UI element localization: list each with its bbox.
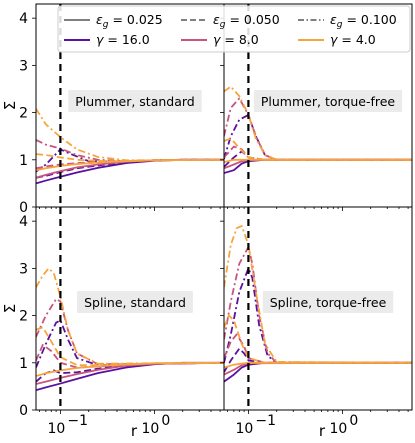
- x-tick-label: 10: [47, 421, 65, 437]
- series-group: [36, 108, 224, 185]
- y-tick-label: 3: [19, 261, 28, 277]
- series-line: [224, 158, 412, 174]
- x-tick-label: 10: [141, 421, 159, 437]
- series-line: [36, 158, 224, 185]
- series-line: [36, 153, 224, 163]
- series-group: [224, 85, 412, 174]
- legend-label: εg = 0.025: [96, 12, 163, 30]
- y-axis-label: Σ: [1, 101, 19, 110]
- series-line: [224, 85, 412, 161]
- y-axis-label: Σ: [1, 304, 19, 313]
- panel-title-box: [68, 90, 202, 112]
- series-line: [36, 326, 224, 367]
- panel-title-box: [262, 291, 394, 313]
- legend-label: εg = 0.050: [213, 12, 280, 30]
- x-tick-label: 10: [235, 421, 253, 437]
- series-line: [224, 361, 412, 383]
- series-line: [36, 108, 224, 162]
- panel: Plummer, torque-free: [220, 3, 413, 211]
- series-line: [224, 267, 412, 364]
- x-tick-label-exponent: 0: [349, 413, 358, 429]
- panel-title: Plummer, torque-free: [261, 94, 396, 109]
- y-tick-label: 4: [19, 214, 28, 230]
- panel-title-box: [77, 291, 193, 313]
- legend: εg = 0.025 εg = 0.050 εg = 0.100 γ = 16.0 γ …: [57, 5, 411, 53]
- legend-label: γ = 8.0: [213, 32, 259, 47]
- x-tick-label-exponent: −1: [255, 413, 276, 429]
- x-axis-label: r: [131, 422, 138, 440]
- panel: Spline, torque-free: [220, 206, 413, 414]
- panel-title: Plummer, standard: [75, 94, 195, 109]
- y-tick-label: 1: [19, 356, 28, 372]
- y-tick-label: 4: [19, 11, 28, 27]
- legend-label: εg = 0.100: [330, 12, 397, 30]
- series-line: [224, 137, 412, 161]
- series-line: [224, 246, 412, 364]
- series-line: [224, 114, 412, 161]
- series-line: [36, 298, 224, 366]
- y-tick-label: 2: [19, 106, 28, 122]
- x-tick-label-exponent: −1: [67, 413, 88, 429]
- x-tick-label: 10: [329, 421, 347, 437]
- panels-layer: Plummer, standard Plummer, torque-free Spl…: [32, 3, 413, 414]
- series-line: [224, 314, 412, 364]
- series-line: [36, 139, 224, 163]
- series-line: [224, 97, 412, 161]
- y-tick-label: 3: [19, 58, 28, 74]
- x-axis-label: r: [319, 422, 326, 440]
- panel: Plummer, standard: [32, 3, 225, 211]
- panel-title: Spline, standard: [84, 295, 186, 310]
- panel-title-box: [253, 90, 403, 112]
- series-line: [36, 158, 224, 172]
- series-group: [36, 267, 224, 392]
- legend-label: γ = 4.0: [330, 32, 376, 47]
- series-line: [36, 319, 224, 368]
- y-tick-label: 1: [19, 153, 28, 169]
- panel: Spline, standard: [32, 206, 225, 414]
- y-tick-label: 0: [19, 403, 28, 419]
- series-line: [36, 267, 224, 365]
- series-line: [224, 347, 412, 373]
- x-tick-label-exponent: 0: [161, 413, 170, 429]
- y-tick-label: 0: [19, 200, 28, 216]
- panel-title: Spline, torque-free: [270, 295, 387, 310]
- panel-frame: [223, 206, 413, 411]
- y-tick-label: 2: [19, 309, 28, 325]
- legend-label: γ = 16.0: [96, 32, 150, 47]
